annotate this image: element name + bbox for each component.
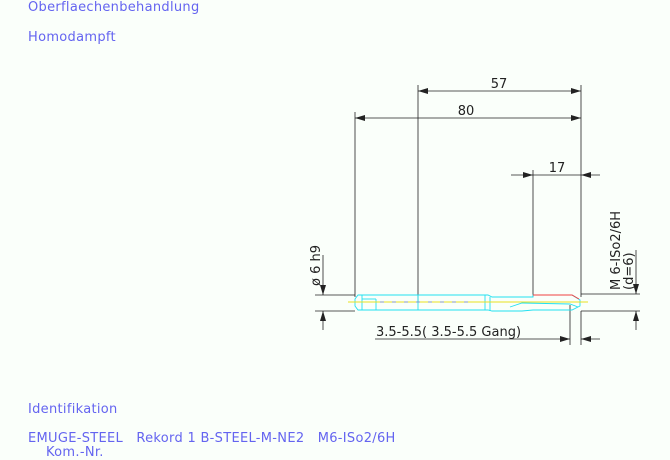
dim-17-text: 17 — [549, 161, 566, 176]
dim-80-text: 80 — [458, 104, 475, 119]
surface-treatment-value: Homodampft — [28, 30, 116, 45]
dim-57-text: 57 — [491, 77, 508, 92]
dim-diameter-text: ø 6 h9 — [309, 245, 324, 286]
order-number-label: Kom.-Nr. — [46, 445, 104, 460]
dim-thread-d-text: (d=6) — [622, 252, 637, 290]
dim-thread-text: M 6-ISo2/6H — [609, 211, 624, 290]
identification-value: EMUGE-STEEL Rekord 1 B-STEEL-M-NE2 M6-IS… — [28, 431, 396, 446]
identification-label: Identifikation — [28, 402, 118, 417]
thread-profile — [533, 294, 580, 300]
surface-treatment-label: Oberflaechenbehandlung — [28, 0, 200, 15]
dim-chamfer-text: 3.5-5.5( 3.5-5.5 Gang) — [376, 325, 521, 340]
dimension-lines — [315, 85, 640, 345]
tool-outline — [354, 294, 581, 312]
